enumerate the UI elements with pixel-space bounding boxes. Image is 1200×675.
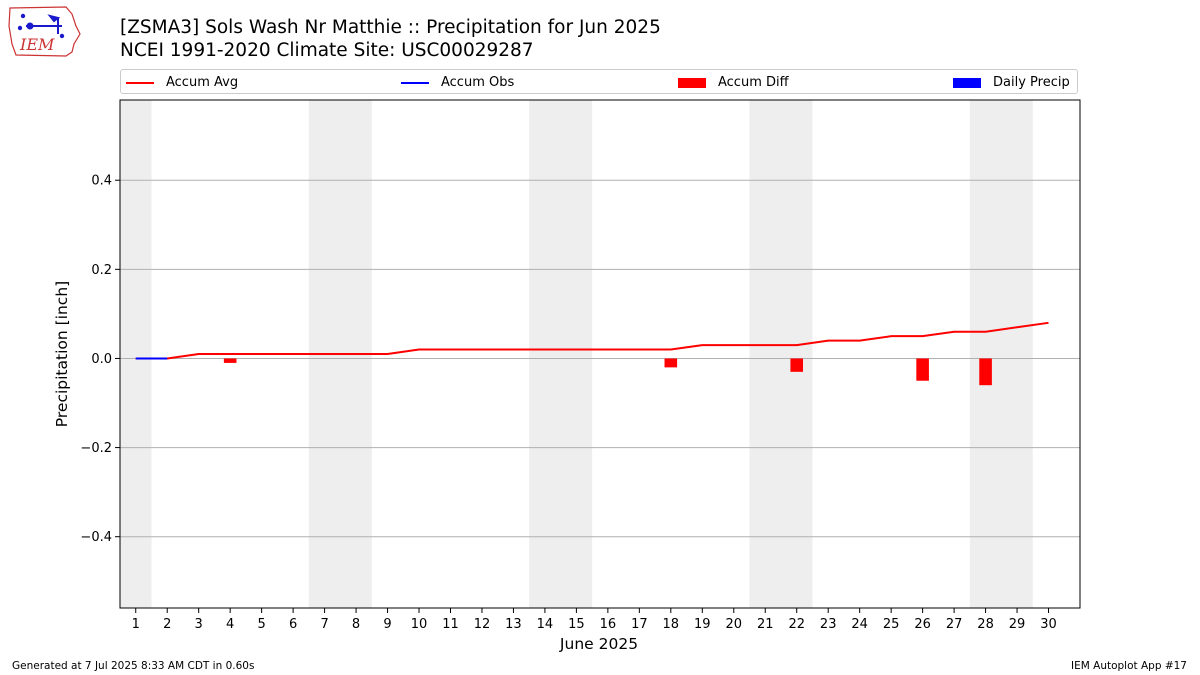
x-tick-label: 21 — [757, 617, 774, 632]
chart-title: [ZSMA3] Sols Wash Nr Matthie :: Precipit… — [120, 17, 661, 38]
x-tick-label: 20 — [725, 617, 742, 632]
x-axis-ticks: 1 2 3 4 5 6 7 8 9 10 11 12 13 14 15 16 17 18 19 20 21 22 23 24 2… — [132, 608, 1057, 632]
y-axis-ticks: −0.4 −0.2 0.0 0.2 0.4 — [80, 174, 120, 545]
weekend-band-3 — [749, 100, 813, 608]
x-tick-label: 1 — [132, 617, 140, 632]
x-tick-label: 4 — [226, 617, 234, 632]
x-tick-label: 27 — [946, 617, 963, 632]
legend-swatch-accum-avg — [126, 81, 154, 84]
iowa-state-outline-icon — [8, 6, 81, 57]
y-tick-label: 0.4 — [91, 174, 112, 189]
x-tick-label: 30 — [1040, 617, 1057, 632]
x-tick-label: 17 — [631, 617, 648, 632]
x-tick-label: 6 — [289, 617, 297, 632]
series-lines — [135, 321, 1049, 360]
accum-diff-bar — [664, 358, 678, 368]
legend-item-accum-obs: Accum Obs — [401, 70, 514, 95]
accum-avg-line — [135, 321, 1049, 360]
accum-diff-bars — [223, 358, 992, 386]
x-tick-label: 12 — [474, 617, 491, 632]
legend-swatch-daily-precip — [953, 77, 981, 88]
x-tick-label: 8 — [352, 617, 360, 632]
accum-diff-bar — [790, 358, 804, 372]
plot-frame — [119, 99, 1081, 609]
x-tick-label: 18 — [663, 617, 680, 632]
y-tick-label: 0.0 — [91, 352, 112, 367]
accum-diff-bar — [223, 358, 237, 363]
footer-app-text: IEM Autoplot App #17 — [1071, 660, 1187, 672]
iowa-weather-station-icon — [17, 13, 65, 39]
x-tick-label: 16 — [600, 617, 617, 632]
chart-subtitle: NCEI 1991-2020 Climate Site: USC00029287 — [120, 40, 534, 61]
accum-diff-bar — [979, 358, 992, 386]
weekend-band-4 — [969, 100, 1033, 608]
x-tick-label: 9 — [383, 617, 391, 632]
x-tick-label: 10 — [411, 617, 428, 632]
y-tick-label: 0.2 — [91, 263, 112, 278]
footer-generated-text: Generated at 7 Jul 2025 8:33 AM CDT in 0… — [12, 660, 255, 672]
legend-label-accum-avg: Accum Avg — [166, 75, 239, 90]
weekend-band-2 — [529, 100, 593, 608]
legend-swatch-accum-obs — [401, 81, 429, 84]
x-tick-label: 28 — [977, 617, 994, 632]
x-tick-label: 3 — [195, 617, 203, 632]
legend-label-accum-obs: Accum Obs — [441, 75, 515, 90]
weekend-band-0 — [120, 100, 152, 608]
legend-item-accum-avg: Accum Avg — [126, 70, 238, 95]
x-axis-label: June 2025 — [559, 635, 638, 653]
legend-label-daily-precip: Daily Precip — [993, 75, 1070, 90]
x-tick-label: 13 — [505, 617, 522, 632]
y-axis-label: Precipitation [inch] — [53, 281, 71, 427]
x-tick-label: 25 — [883, 617, 900, 632]
legend-label-accum-diff: Accum Diff — [718, 75, 789, 90]
x-tick-label: 7 — [320, 617, 328, 632]
x-tick-label: 19 — [694, 617, 711, 632]
x-tick-label: 24 — [851, 617, 868, 632]
accum-diff-bar — [916, 358, 929, 381]
x-tick-label: 23 — [820, 617, 837, 632]
x-tick-label: 2 — [163, 617, 171, 632]
y-tick-label: −0.4 — [80, 530, 112, 545]
legend-item-daily-precip: Daily Precip — [953, 70, 1070, 95]
x-tick-label: 15 — [568, 617, 585, 632]
legend-swatch-accum-diff — [678, 77, 706, 88]
legend: Accum Avg Accum Obs Accum Diff Daily Pre… — [120, 69, 1078, 94]
x-tick-label: 14 — [537, 617, 554, 632]
x-tick-label: 29 — [1009, 617, 1026, 632]
iem-logo: IEM — [8, 6, 81, 57]
legend-item-accum-diff: Accum Diff — [678, 70, 789, 95]
logo-text: IEM — [19, 35, 55, 54]
y-tick-label: −0.2 — [80, 441, 112, 456]
x-tick-label: 26 — [914, 617, 931, 632]
x-tick-label: 22 — [788, 617, 805, 632]
y-gridlines — [120, 179, 1080, 538]
weekend-shading — [120, 100, 1033, 608]
x-tick-label: 11 — [442, 617, 459, 632]
x-tick-label: 5 — [257, 617, 265, 632]
